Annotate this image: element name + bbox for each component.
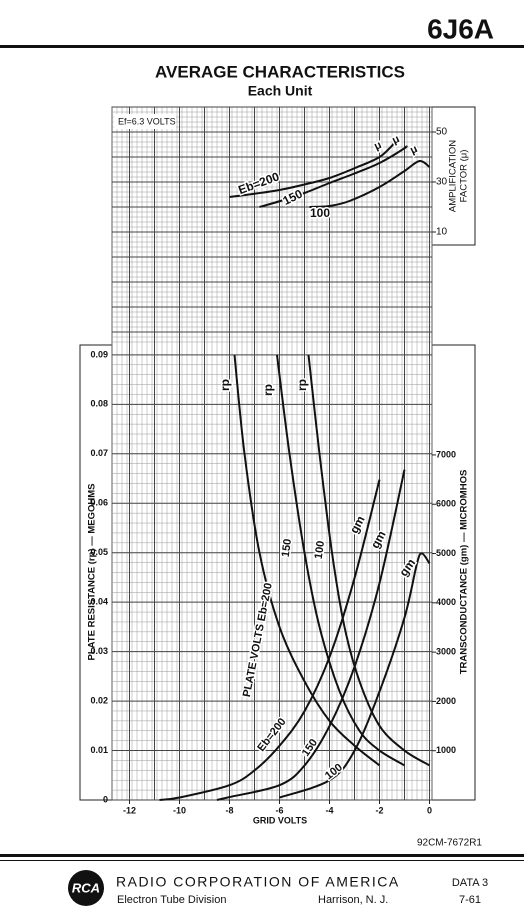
y2-tick-label: 3000 xyxy=(436,646,456,656)
curve-label: rp xyxy=(295,379,309,391)
division: Electron Tube Division xyxy=(117,894,226,906)
curve xyxy=(233,354,381,767)
curve-label: 150 xyxy=(280,538,294,558)
curve xyxy=(276,354,406,767)
y-axis-title: PLATE RESISTANCE (rp) — MEGOHMS xyxy=(87,484,98,661)
curve-label: rp xyxy=(218,379,232,391)
y-tick-label: 10 xyxy=(436,227,448,238)
y2-tick-label: 4000 xyxy=(436,597,456,607)
location: Harrison, N. J. xyxy=(318,894,388,906)
curve xyxy=(229,142,396,198)
y-tick-label: 0.02 xyxy=(90,695,108,705)
x-tick-label: -10 xyxy=(173,805,186,815)
y-tick-label: 30 xyxy=(436,177,448,188)
y-tick-label: 50 xyxy=(436,127,448,138)
footer-rule xyxy=(0,860,524,861)
x-tick-label: -2 xyxy=(375,805,383,815)
y-tick-label: 0.04 xyxy=(90,597,108,607)
date: 7-61 xyxy=(459,894,481,906)
figure-code: 92CM-7672R1 xyxy=(417,838,482,849)
curve xyxy=(307,354,431,767)
y2-tick-label: 1000 xyxy=(436,745,456,755)
curve xyxy=(216,469,406,801)
tube-type: 6J6A xyxy=(427,13,494,44)
y-axis-title: FACTOR (μ) xyxy=(459,150,470,203)
x-tick-label: -4 xyxy=(325,805,333,815)
logo xyxy=(68,870,104,906)
label-box xyxy=(431,344,476,801)
annotation: Ef=6.3 VOLTS xyxy=(118,116,176,126)
y2-tick-label: 5000 xyxy=(436,548,456,558)
y2-axis-title: TRANSCONDUCTANCE (gm) — MICROMHOS xyxy=(459,470,470,675)
y-tick-label: 0.07 xyxy=(90,448,108,458)
chart-subtitle: Each Unit xyxy=(248,83,313,99)
curve-label: rp xyxy=(261,384,275,396)
x-tick-label: 0 xyxy=(427,805,432,815)
curve xyxy=(309,159,431,208)
y2-tick-label: 7000 xyxy=(436,449,456,459)
annotation-box xyxy=(114,114,176,129)
y-tick-label: 0.01 xyxy=(90,745,108,755)
curve xyxy=(279,552,431,799)
y-tick-label: 0 xyxy=(103,794,108,804)
y-tick-label: 0.05 xyxy=(90,547,108,557)
y-tick-label: 0.03 xyxy=(90,646,108,656)
x-tick-label: -8 xyxy=(225,805,233,815)
x-tick-label: -6 xyxy=(275,805,283,815)
y2-tick-label: 2000 xyxy=(436,696,456,706)
y-tick-label: 0.08 xyxy=(90,399,108,409)
chart-title: AVERAGE CHARACTERISTICS xyxy=(155,62,405,81)
curve-label: 100 xyxy=(313,540,327,560)
company: RADIO CORPORATION OF AMERICA xyxy=(116,874,400,890)
curve xyxy=(159,479,381,801)
x-tick-label: -12 xyxy=(123,805,136,815)
curve xyxy=(259,145,408,208)
header-rule xyxy=(0,45,524,48)
logo-text: RCA xyxy=(72,880,100,895)
y2-tick-label: 6000 xyxy=(436,499,456,509)
y-tick-label: 0.09 xyxy=(90,349,108,359)
y-axis-title: AMPLIFICATION xyxy=(448,140,459,212)
plot: 00.010.020.030.040.050.060.070.080.09100… xyxy=(79,106,476,825)
footer-rule xyxy=(0,854,524,857)
y-tick-label: 0.06 xyxy=(90,498,108,508)
x-axis-title: GRID VOLTS xyxy=(253,815,307,825)
curve-label: 100 xyxy=(310,206,330,220)
label-box xyxy=(431,106,476,246)
sheet: DATA 3 xyxy=(452,877,488,889)
